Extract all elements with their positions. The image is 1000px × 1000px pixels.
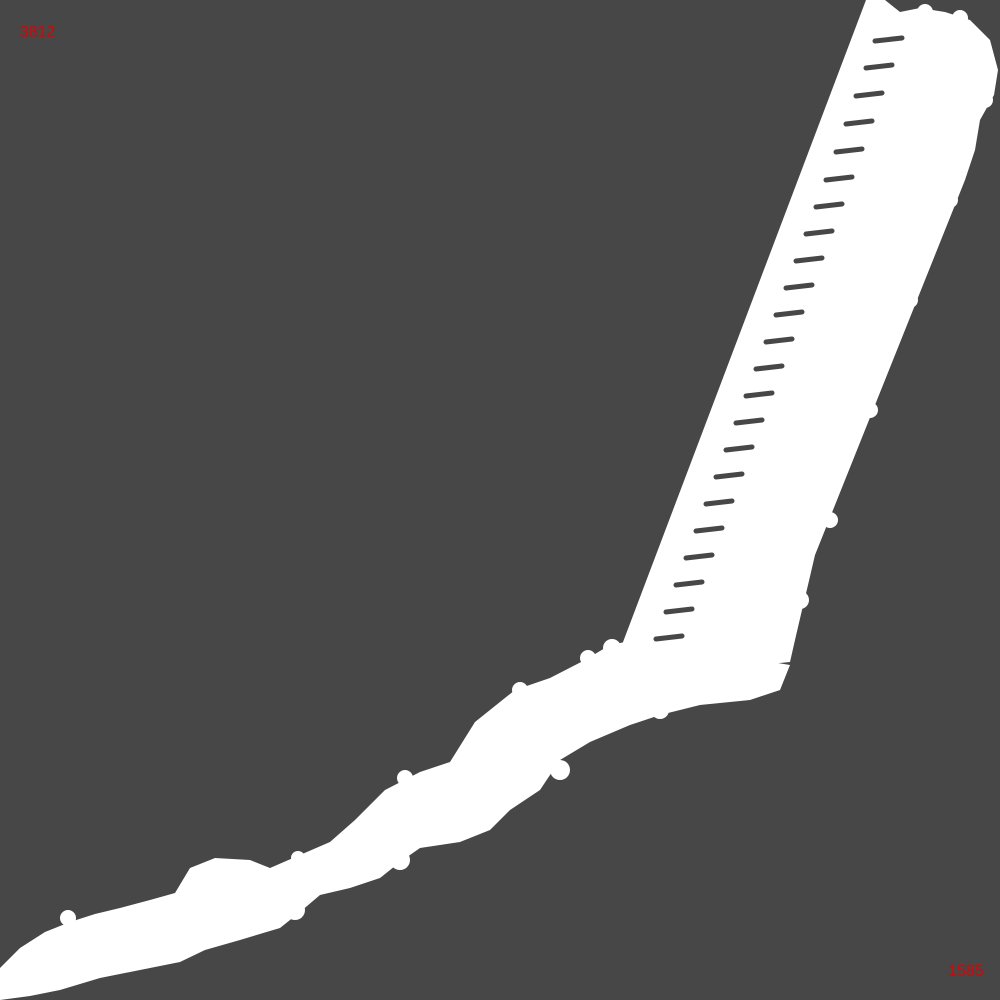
trace-band-lower (0, 642, 790, 1000)
trace-blobs (13, 4, 993, 969)
trace-comb-ticks (653, 35, 905, 642)
top-left-value: 3812 (20, 24, 56, 41)
trace-band-upper (620, 0, 998, 665)
bottom-right-value: 1585 (948, 963, 984, 980)
